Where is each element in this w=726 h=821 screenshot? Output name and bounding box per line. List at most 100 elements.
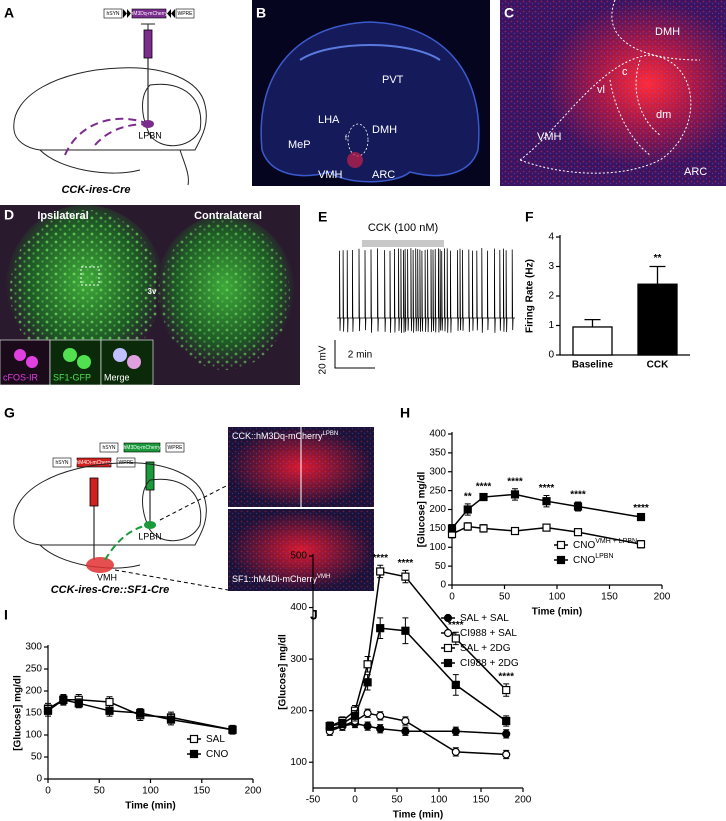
significance-label: ****	[498, 671, 514, 682]
region-label: ARC	[372, 169, 395, 181]
inset-cell	[77, 355, 91, 369]
data-point	[228, 725, 237, 734]
x-tick-label: 200	[654, 592, 671, 603]
y-tick-label: 150	[429, 523, 446, 534]
panel-label: A	[4, 5, 14, 21]
region-label: f	[345, 135, 347, 142]
bar	[637, 283, 678, 356]
legend-name: SAL + SAL	[460, 613, 509, 624]
data-point	[105, 697, 114, 707]
data-point	[463, 522, 472, 531]
legend-name: CI988 + SAL	[460, 628, 517, 639]
region-label: VMH	[537, 131, 562, 143]
y-tick-label: 400	[290, 602, 307, 613]
stimulus-label: CCK (100 nM)	[368, 222, 438, 234]
y-tick-label: 100	[290, 757, 307, 768]
data-point	[401, 727, 410, 736]
significance-label: **	[464, 491, 472, 502]
inset-cell	[14, 349, 26, 361]
y-tick-label: 100	[25, 730, 42, 741]
legend-label: CNO	[206, 749, 228, 760]
region-label: vl	[597, 84, 605, 96]
significance-label: ****	[570, 490, 586, 501]
data-point	[166, 715, 176, 724]
injection-site	[144, 521, 156, 529]
legend-marker	[556, 540, 566, 550]
panel-b	[252, 0, 490, 186]
data-point	[451, 747, 460, 757]
syringe	[89, 477, 99, 507]
y-tick-label: 50	[435, 561, 447, 572]
x-tick-label: 0	[449, 592, 455, 603]
panel-label: C	[504, 5, 514, 21]
x-tick-label: 200	[515, 795, 532, 806]
voltage-trace	[337, 248, 515, 333]
x-axis-title: Time (min)	[125, 801, 175, 812]
outline	[519, 0, 701, 174]
y-axis-title: [Glucose] mg/dl	[13, 675, 24, 751]
y-tick-label: 3	[548, 261, 554, 272]
vmh-signal	[347, 152, 363, 168]
legend-marker	[556, 555, 566, 565]
y-tick-label: 2	[548, 291, 554, 302]
region-label: VMH	[97, 572, 117, 582]
y-tick-label: 4	[548, 232, 554, 243]
x-tick-label: 100	[431, 795, 448, 806]
data-point	[363, 722, 372, 731]
panel-label: I	[4, 607, 8, 623]
data-point	[636, 540, 646, 549]
y-axis-title: Firing Rate (Hz)	[525, 259, 536, 333]
y-tick-label: 300	[25, 642, 42, 653]
y-tick-label: 400	[429, 429, 446, 440]
inset-cell	[63, 348, 77, 362]
x-tick-label: 0	[45, 786, 51, 797]
data-point	[502, 729, 511, 738]
inset-label: Merge	[104, 372, 130, 382]
data-point	[502, 750, 511, 759]
data-point	[542, 523, 551, 532]
y-tick-label: 150	[25, 708, 42, 719]
error-bar	[584, 318, 601, 327]
construct-box	[99, 442, 119, 453]
data-point	[447, 524, 457, 533]
y-tick-label: 50	[31, 752, 43, 763]
x-tick-label: 150	[193, 786, 210, 797]
construct-label: hSYN	[106, 11, 119, 17]
data-point	[479, 492, 488, 502]
data-point	[105, 706, 114, 715]
construct-box	[103, 8, 123, 19]
data-point	[363, 678, 372, 687]
y-tick-label: 300	[290, 654, 307, 665]
data-point	[510, 526, 520, 536]
legend-label: SAL	[206, 734, 225, 745]
cells	[10, 210, 160, 370]
inset-label: SF1-GFP	[53, 372, 91, 382]
landmark-label: 3v	[148, 287, 157, 296]
construct-box	[175, 8, 195, 19]
y-tick-label: 300	[429, 466, 446, 477]
data-point	[350, 711, 360, 720]
construct-label: hM4Di-mCherry	[76, 460, 112, 466]
region-label: MeP	[288, 139, 311, 151]
data-point	[59, 695, 68, 704]
data-point	[502, 716, 511, 726]
data-point	[74, 699, 83, 708]
cerebellum	[142, 478, 202, 542]
x-tick-label: 200	[245, 786, 262, 797]
lox-arrow	[167, 9, 175, 18]
y-tick-label: 0	[36, 774, 42, 785]
caption: CCK-ires-Cre	[61, 184, 130, 196]
image-label: SF1::hM4Di-mCherryVMH	[232, 574, 330, 585]
data-point	[376, 567, 385, 576]
construct-box	[52, 457, 72, 468]
legend-name: SAL + 2DG	[460, 643, 511, 654]
projection	[104, 524, 149, 561]
legend-marker	[443, 628, 453, 638]
data-point	[376, 724, 385, 733]
inset	[0, 339, 51, 386]
injection-site	[142, 120, 154, 128]
significance-label: ****	[633, 503, 649, 514]
data-point	[573, 502, 583, 511]
syringe	[145, 461, 155, 491]
x-tick-label: CCK	[647, 360, 669, 371]
